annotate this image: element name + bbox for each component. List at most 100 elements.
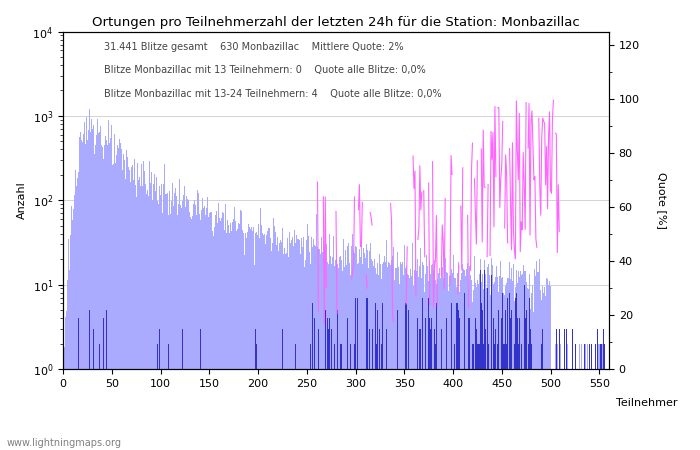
Bar — [517, 318, 518, 450]
Bar — [375, 268, 377, 450]
Bar — [118, 148, 119, 450]
Bar — [405, 303, 406, 450]
Bar — [277, 237, 278, 450]
Bar — [469, 318, 470, 450]
Bar — [501, 318, 502, 450]
Bar — [514, 344, 515, 450]
Bar — [531, 293, 533, 450]
Bar — [127, 157, 128, 450]
Bar — [551, 369, 552, 450]
Bar — [200, 329, 201, 450]
Bar — [273, 218, 274, 450]
Bar — [147, 190, 148, 450]
Bar — [218, 220, 220, 450]
Bar — [138, 180, 139, 450]
Bar — [327, 262, 328, 450]
Bar — [368, 269, 369, 450]
Bar — [351, 247, 352, 450]
Bar — [591, 344, 592, 450]
Bar — [516, 293, 517, 450]
Bar — [587, 344, 588, 450]
Bar — [348, 369, 349, 450]
Bar — [545, 369, 546, 450]
Bar — [582, 369, 583, 450]
Bar — [481, 303, 482, 450]
Bar — [406, 266, 407, 450]
Bar — [91, 119, 92, 450]
Bar — [90, 131, 91, 450]
Bar — [303, 237, 304, 450]
Bar — [596, 369, 597, 450]
Bar — [416, 270, 417, 450]
Bar — [568, 369, 570, 450]
Bar — [159, 329, 160, 450]
Bar — [431, 318, 432, 450]
Bar — [136, 163, 138, 450]
Bar — [531, 344, 533, 450]
Bar — [316, 214, 317, 450]
Bar — [335, 344, 337, 450]
Bar — [435, 280, 436, 450]
Bar — [101, 145, 102, 450]
Bar — [420, 248, 421, 450]
Bar — [544, 287, 545, 450]
Bar — [514, 301, 515, 450]
Bar — [357, 265, 358, 450]
Bar — [153, 184, 154, 450]
Bar — [157, 201, 158, 450]
Bar — [488, 344, 489, 450]
Bar — [441, 262, 442, 450]
Bar — [342, 270, 343, 450]
Bar — [121, 149, 122, 450]
Bar — [414, 369, 416, 450]
Bar — [494, 344, 496, 450]
Bar — [204, 206, 205, 450]
Bar — [78, 318, 79, 450]
Bar — [496, 266, 498, 450]
Bar — [203, 208, 204, 450]
Bar — [223, 212, 225, 450]
Bar — [343, 239, 344, 450]
Bar — [250, 229, 251, 450]
Bar — [329, 318, 330, 450]
Bar — [525, 271, 526, 450]
Bar — [584, 344, 585, 450]
Bar — [293, 230, 295, 450]
Bar — [510, 318, 511, 450]
Bar — [417, 318, 419, 450]
Bar — [114, 134, 116, 450]
Bar — [541, 344, 542, 450]
Bar — [256, 234, 258, 450]
Bar — [298, 239, 300, 450]
Bar — [407, 275, 409, 450]
Bar — [601, 344, 602, 450]
Bar — [591, 369, 592, 450]
Bar — [176, 215, 178, 450]
Bar — [314, 318, 315, 450]
Bar — [559, 369, 560, 450]
Text: 31.441 Blitze gesamt    630 Monbazillac    Mittlere Quote: 2%: 31.441 Blitze gesamt 630 Monbazillac Mit… — [104, 42, 404, 52]
Bar — [193, 204, 194, 450]
Bar — [190, 217, 191, 450]
Bar — [452, 281, 454, 450]
Bar — [347, 246, 348, 450]
Bar — [542, 329, 543, 450]
Bar — [113, 164, 114, 450]
Bar — [554, 369, 555, 450]
Bar — [502, 293, 503, 450]
Bar — [146, 194, 147, 450]
Bar — [549, 281, 550, 450]
Title: Ortungen pro Teilnehmerzahl der letzten 24h für die Station: Monbazillac: Ortungen pro Teilnehmerzahl der letzten … — [92, 16, 580, 29]
Bar — [348, 243, 349, 450]
Bar — [399, 369, 400, 450]
Bar — [286, 253, 287, 450]
Bar — [202, 198, 203, 450]
Bar — [552, 369, 553, 450]
Bar — [454, 344, 456, 450]
Bar — [262, 233, 263, 450]
Bar — [358, 263, 359, 450]
Bar — [564, 369, 565, 450]
Bar — [385, 262, 386, 450]
Bar — [163, 184, 164, 450]
Bar — [116, 155, 117, 450]
